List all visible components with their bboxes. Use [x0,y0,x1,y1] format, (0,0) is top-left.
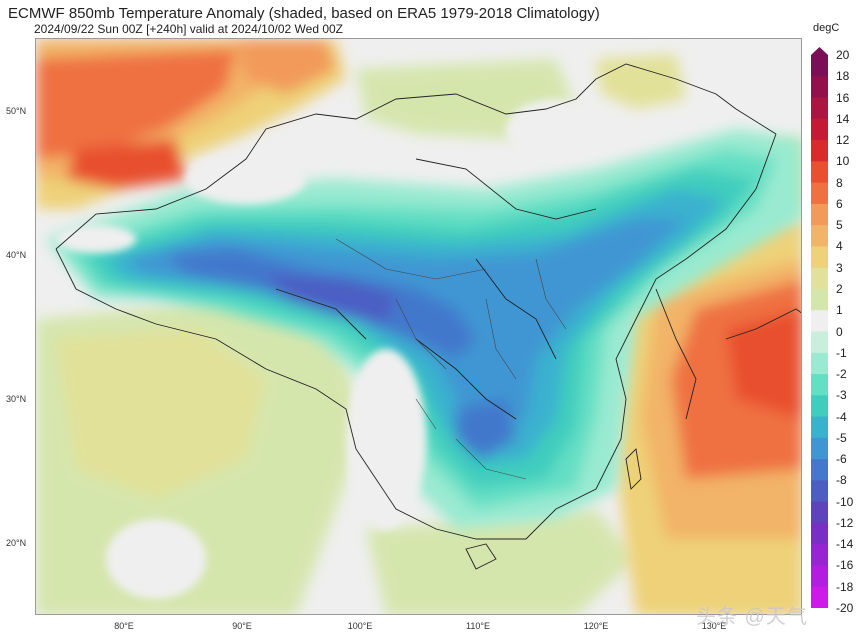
map-subtitle: 2024/09/22 Sun 00Z [+240h] valid at 2024… [34,22,344,36]
colorbar-swatch [811,480,828,503]
colorbar-swatch [811,182,828,205]
colorbar-tick-label: -4 [836,409,847,424]
colorbar-swatch [811,267,828,290]
lon-label-100: 100°E [347,621,373,631]
colorbar-tick-label: 5 [836,218,843,233]
colorbar-tick-label: 1 [836,303,843,318]
colorbar-unit: degC [813,22,840,34]
colorbar-swatch [811,437,828,460]
colorbar-tick-label: -8 [836,473,847,488]
colorbar-tick-label: 0 [836,324,843,339]
colorbar-swatch [811,161,828,184]
colorbar-swatch [811,246,828,269]
colorbar-tick-label: -5 [836,430,847,445]
lon-label-120: 120°E [583,621,609,631]
anomaly-map-canvas [36,39,801,614]
lon-label-90: 90°E [232,621,252,631]
colorbar-tick-label: 3 [836,260,843,275]
colorbar-tick-label: -14 [836,537,854,552]
colorbar-arrow [811,47,828,55]
colorbar-swatch [811,565,828,588]
colorbar-swatch [811,310,828,332]
colorbar-swatch [811,374,828,396]
colorbar-tick-label: 10 [836,154,850,169]
colorbar-tick-label: -10 [836,494,854,509]
colorbar-tick-label: 12 [836,133,850,148]
colorbar-swatch [811,459,828,481]
colorbar-tick-label: 16 [836,90,850,105]
lon-label-110: 110°E [466,621,490,631]
colorbar-tick-label: 2 [836,281,843,296]
lat-label-30: 30°N [6,394,27,404]
islands [465,308,801,570]
colorbar-swatch [811,55,828,77]
colorbar-tick-label: 20 [836,48,850,62]
cold-anomaly-china [46,129,801,529]
anomaly-map [35,38,802,615]
country-borders [55,63,777,540]
colorbar-swatch [811,395,828,418]
lat-label-40: 40°N [6,250,27,260]
colorbar-swatch [811,416,828,439]
colorbar-swatch [811,501,828,524]
colorbar-swatch [811,97,828,120]
colorbar-swatch [811,352,828,375]
colorbar-tick-label: -2 [836,367,847,382]
watermark: 头条 @天气 [696,606,808,628]
colorbar-tick-label: 18 [836,69,850,84]
colorbar-swatch [811,544,828,566]
colorbar [811,47,828,608]
colorbar-tick-label: 8 [836,175,843,190]
colorbar-tick-label: -12 [836,515,854,530]
colorbar-swatch [811,203,828,226]
lon-label-130: 130°E [701,621,727,631]
colorbar-tick-label: -1 [836,345,847,360]
colorbar-tick-label: -16 [836,558,854,573]
colorbar-tick-label: -3 [836,388,847,403]
colorbar-tick-label: -20 [836,601,854,615]
colorbar-swatch [811,331,828,354]
colorbar-tick-label: -18 [836,579,854,594]
colorbar-swatch [811,288,828,311]
colorbar-swatch [811,586,828,608]
lon-label-80: 80°E [114,621,134,631]
map-title: ECMWF 850mb Temperature Anomaly (shaded,… [8,5,600,22]
colorbar-tick-label: 4 [836,239,843,254]
colorbar-swatch [811,118,828,141]
colorbar-tick-label: 14 [836,111,850,126]
colorbar-tick-label: -6 [836,452,847,467]
province-borders [335,238,567,480]
colorbar-swatch [811,76,828,99]
lat-label-50: 50°N [6,106,27,116]
neutral-anomaly-patches [56,99,606,599]
colorbar-swatch [811,522,828,545]
warm-anomaly-northwest [36,39,346,209]
colorbar-tick-label: 6 [836,196,843,211]
lat-label-20: 20°N [6,538,27,548]
colorbar-swatch [811,140,828,162]
colorbar-swatch [811,225,828,247]
